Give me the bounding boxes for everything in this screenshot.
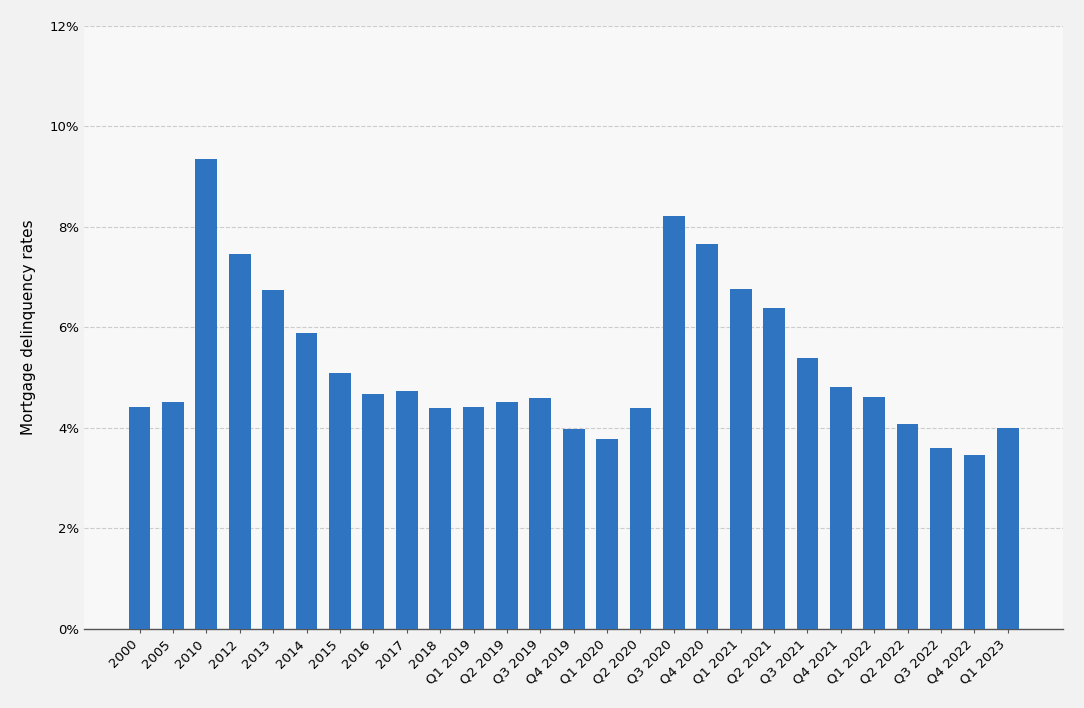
Bar bbox=[529, 398, 551, 629]
Bar bbox=[797, 358, 818, 629]
Bar bbox=[563, 429, 584, 629]
Bar bbox=[463, 406, 485, 629]
Bar bbox=[163, 401, 184, 629]
Bar bbox=[396, 392, 417, 629]
Bar bbox=[496, 401, 518, 629]
Bar bbox=[229, 254, 250, 629]
Bar bbox=[696, 244, 718, 629]
Bar bbox=[596, 439, 618, 629]
Bar bbox=[997, 428, 1019, 629]
Bar bbox=[730, 289, 751, 629]
Bar bbox=[763, 308, 785, 629]
Bar bbox=[863, 397, 886, 629]
Bar bbox=[630, 408, 651, 629]
Bar bbox=[930, 447, 952, 629]
Bar bbox=[964, 455, 985, 629]
Bar bbox=[296, 333, 318, 629]
Bar bbox=[195, 159, 217, 629]
Bar bbox=[663, 216, 685, 629]
Y-axis label: Mortgage delinquency rates: Mortgage delinquency rates bbox=[21, 219, 36, 435]
Bar bbox=[896, 423, 918, 629]
Bar bbox=[362, 394, 384, 629]
Bar bbox=[262, 290, 284, 629]
Bar bbox=[129, 406, 151, 629]
Bar bbox=[429, 408, 451, 629]
Bar bbox=[830, 387, 852, 629]
Bar bbox=[330, 373, 351, 629]
